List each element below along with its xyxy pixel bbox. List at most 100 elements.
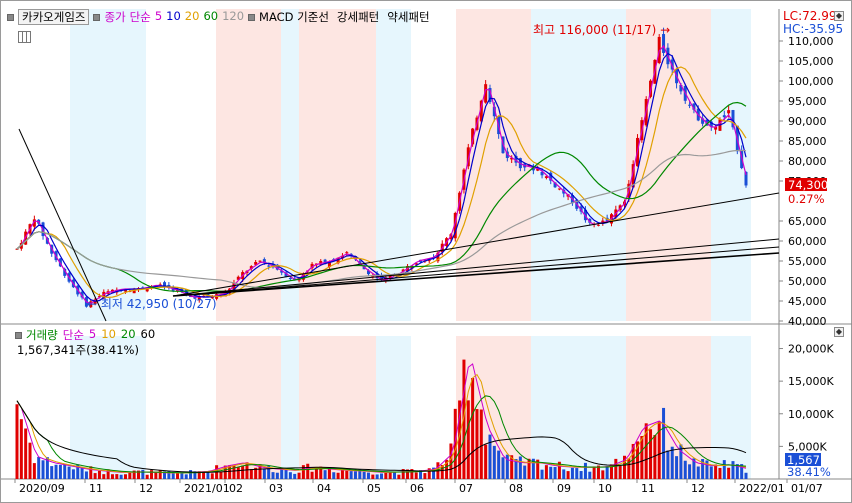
volume-tag-pct: 38.41% [787, 465, 831, 479]
volume-bar-125 [557, 461, 561, 479]
volume-bar-15 [80, 467, 84, 479]
price-legend-extra-1[interactable]: 강세패턴 [336, 10, 380, 24]
candle-body-97 [436, 252, 440, 262]
volume-tag-value: 1,567K [787, 453, 828, 467]
candle-body-163 [722, 115, 726, 118]
grid-icon[interactable] [18, 31, 31, 43]
x-tick-label-2: 12 [139, 482, 153, 495]
price-pane-toggle[interactable] [7, 13, 14, 21]
volume-bar-48 [223, 465, 227, 479]
volume-bar-35 [167, 471, 171, 479]
volume-bar-134 [596, 465, 600, 479]
volume-bar-47 [219, 471, 223, 479]
volume-bar-142 [631, 443, 635, 479]
volume-bar-126 [562, 469, 566, 479]
volume-bar-75 [340, 470, 344, 479]
volume-bar-147 [653, 435, 657, 479]
price-legend-item-6[interactable]: 120 [222, 9, 245, 23]
volume-bar-132 [588, 471, 592, 479]
candle-body-156 [692, 103, 696, 110]
volume-options-icon[interactable]: ◆ [834, 327, 844, 337]
volume-bar-16 [84, 471, 88, 479]
volume-bar-106 [475, 409, 479, 479]
volume-tick-label-3: 5,000K [788, 440, 827, 453]
volume-bar-34 [163, 471, 167, 479]
price-legend-item-1[interactable]: 단순 [129, 10, 151, 24]
volume-bar-24 [119, 474, 123, 479]
trendline-up-1 [172, 238, 780, 297]
x-tick-label-14: 12 [691, 482, 705, 495]
price-legend-item-2[interactable]: 5 [154, 9, 163, 23]
pane-options-icon[interactable]: ◆ [834, 11, 844, 21]
volume-bar-151 [670, 446, 674, 479]
price-legend-extra-0[interactable]: MACD 기준선 [259, 10, 329, 24]
volume-bar-100 [449, 443, 453, 479]
volume-legend-item-5[interactable]: 60 [140, 327, 156, 341]
macd-toggle[interactable] [248, 13, 256, 21]
candle-body-15 [80, 291, 84, 298]
volume-bar-96 [432, 467, 436, 479]
volume-legend-item-2[interactable]: 5 [88, 327, 97, 341]
volume-legend-item-3[interactable]: 10 [101, 327, 116, 341]
high-annotation: 최고 116,000 (11/17) → [533, 23, 670, 37]
volume-legend-item-1[interactable]: 단순 [62, 328, 84, 342]
price-legend-item-4[interactable]: 20 [184, 9, 200, 23]
volume-pane-toggle[interactable] [15, 331, 22, 339]
candle-body-158 [701, 118, 705, 124]
volume-bar-139 [618, 465, 622, 479]
volume-bar-135 [601, 470, 605, 479]
candle-body-125 [557, 188, 561, 190]
candle-body-92 [414, 263, 418, 265]
candle-body-81 [366, 270, 370, 275]
volume-legend-item-0[interactable]: 거래량 [26, 328, 58, 342]
volume-legend-item-4[interactable]: 20 [120, 327, 136, 341]
candle-body-121 [540, 171, 544, 176]
candle-body-168 [744, 171, 748, 186]
price-legend-item-0[interactable]: 종가 [104, 10, 126, 24]
candle-body-119 [531, 167, 535, 171]
stock-name-button[interactable]: 카카오게임즈 [18, 9, 90, 25]
candle-body-72 [327, 262, 331, 268]
price-tick-label-5: 85,000 [788, 135, 827, 148]
volume-bar-13 [71, 469, 75, 479]
volume-bar-146 [649, 429, 653, 479]
candle-body-165 [731, 110, 735, 128]
price-ma-line-2 [16, 66, 747, 298]
price-legend-item-3[interactable]: 10 [166, 9, 181, 23]
price-tick-label-10: 55,000 [788, 255, 827, 268]
volume-bar-74 [336, 472, 340, 479]
volume-bar-56 [258, 464, 262, 479]
volume-bar-49 [228, 465, 232, 479]
volume-bar-129 [575, 468, 579, 479]
volume-bar-137 [609, 464, 613, 479]
candle-body-132 [588, 218, 592, 223]
candle-body-17 [89, 301, 93, 308]
candle-body-61 [280, 270, 284, 273]
price-legend-item-5[interactable]: 60 [203, 9, 219, 23]
candle-body-54 [249, 266, 253, 269]
band-volume-4 [281, 336, 299, 479]
volume-bar-23 [115, 474, 119, 479]
price-tick-label-6: 80,000 [788, 155, 827, 168]
price-legend-extra-2[interactable]: 약세패턴 [387, 10, 430, 24]
volume-bar-153 [679, 444, 683, 479]
candle-body-124 [553, 182, 557, 188]
volume-bar-18 [93, 473, 97, 479]
volume-bar-105 [471, 378, 475, 479]
x-tick-label-12: 10 [598, 482, 612, 495]
candle-body-75 [340, 255, 344, 259]
volume-bar-82 [371, 474, 375, 479]
candle-body-108 [484, 84, 488, 103]
volume-bar-37 [176, 473, 180, 479]
volume-bar-1 [19, 419, 23, 479]
volume-tick-label-0: 20,000K [788, 343, 834, 356]
volume-bar-42 [197, 471, 201, 479]
volume-bar-61 [280, 468, 284, 479]
ma-toggle[interactable] [93, 13, 101, 21]
volume-bar-76 [345, 470, 349, 479]
low-annotation: ← 최저 42,950 (10/27) [87, 297, 217, 311]
volume-bar-52 [241, 465, 245, 479]
volume-bar-152 [675, 456, 679, 479]
volume-bar-144 [640, 436, 644, 479]
